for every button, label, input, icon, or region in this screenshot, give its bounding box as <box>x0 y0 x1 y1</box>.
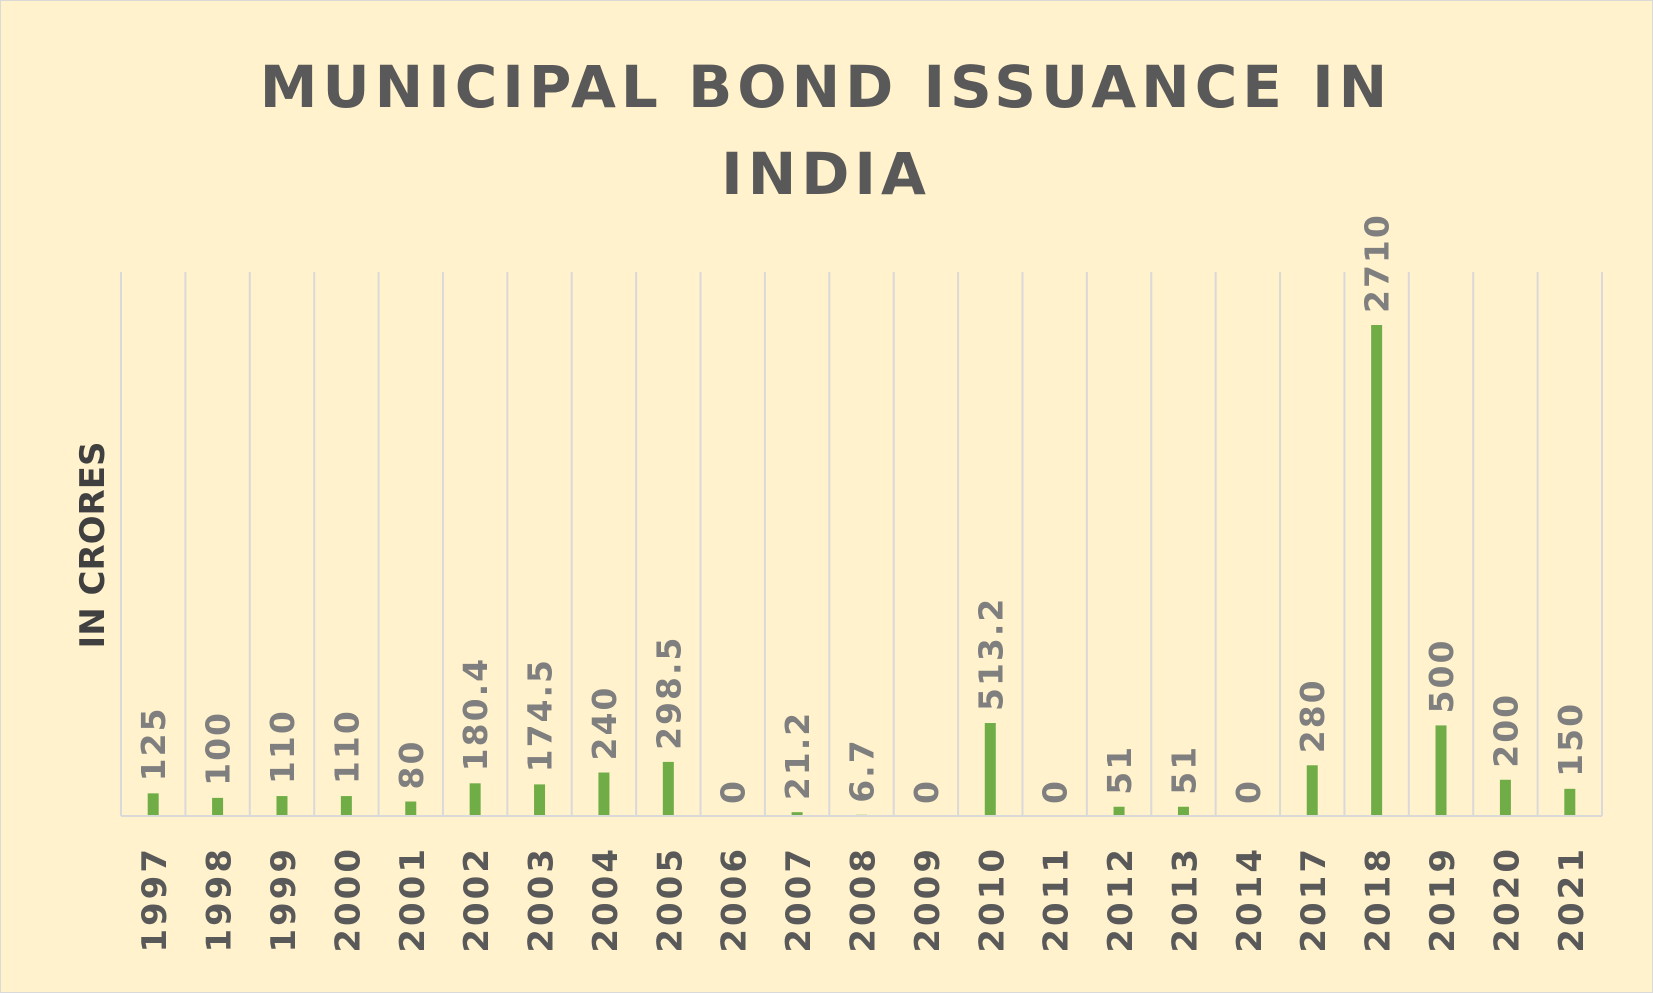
bar-2013 <box>1177 806 1189 816</box>
data-label-2007: 21.2 <box>778 711 817 800</box>
data-label-2020: 200 <box>1486 693 1525 768</box>
x-tick-label-2020: 2020 <box>1487 846 1527 953</box>
x-tick-label-2005: 2005 <box>650 846 690 953</box>
bar-2010 <box>984 723 996 816</box>
x-tick-label-2007: 2007 <box>779 846 819 953</box>
x-tick-label-2019: 2019 <box>1423 846 1463 953</box>
chart-title-line-2: INDIA <box>721 140 931 208</box>
data-labels: 125 100 110 110 80 180.4 174.5 240 298.5 0 21.2 6.7… <box>134 213 1590 804</box>
bar-2004 <box>598 772 610 816</box>
x-tick-label-2013: 2013 <box>1165 846 1205 953</box>
y-axis-title: IN CRORES <box>73 442 113 649</box>
x-tick-label-2018: 2018 <box>1359 846 1399 953</box>
x-tick-label-2010: 2010 <box>972 846 1012 953</box>
data-label-2017: 280 <box>1293 678 1332 753</box>
data-label-2001: 80 <box>392 740 431 790</box>
data-label-2009: 0 <box>907 779 946 804</box>
bar-2005 <box>662 761 674 816</box>
bar-1998 <box>212 797 224 816</box>
bar-2020 <box>1499 779 1511 816</box>
x-tick-label-2021: 2021 <box>1552 846 1592 953</box>
x-axis-ticks: 1997 1998 1999 2000 2001 2002 2003 2004 2005 2006… <box>135 846 1592 953</box>
data-label-2019: 500 <box>1422 639 1461 714</box>
data-label-2000: 110 <box>327 709 366 784</box>
data-label-2018: 2710 <box>1358 213 1397 313</box>
x-tick-label-1997: 1997 <box>135 846 175 953</box>
data-label-2006: 0 <box>714 779 753 804</box>
data-label-1997: 125 <box>134 706 173 781</box>
data-label-2021: 150 <box>1551 702 1590 777</box>
data-label-2002: 180.4 <box>456 657 495 771</box>
x-tick-label-1999: 1999 <box>264 846 304 953</box>
data-label-2010: 513.2 <box>971 597 1010 711</box>
data-label-2013: 51 <box>1164 745 1203 795</box>
bar-2000 <box>340 796 352 816</box>
x-tick-label-2014: 2014 <box>1230 846 1270 953</box>
data-label-2011: 0 <box>1036 779 1075 804</box>
x-tick-label-2017: 2017 <box>1294 846 1334 953</box>
x-tick-label-2012: 2012 <box>1101 846 1141 953</box>
x-tick-label-2000: 2000 <box>328 846 368 953</box>
data-label-2005: 298.5 <box>649 636 688 750</box>
x-tick-label-2009: 2009 <box>908 846 948 953</box>
bar-2012 <box>1113 806 1125 816</box>
x-tick-label-2003: 2003 <box>522 846 562 953</box>
bar-2001 <box>405 801 417 816</box>
bar-2021 <box>1564 788 1576 816</box>
data-label-2014: 0 <box>1229 779 1268 804</box>
data-label-2003: 174.5 <box>521 658 560 772</box>
x-tick-label-2004: 2004 <box>586 846 626 953</box>
gridlines <box>120 272 1603 816</box>
data-label-2012: 51 <box>1100 745 1139 795</box>
x-tick-label-2011: 2011 <box>1037 846 1077 953</box>
x-tick-label-2006: 2006 <box>715 846 755 953</box>
x-tick-label-1998: 1998 <box>200 846 240 953</box>
bar-1999 <box>276 796 288 816</box>
bars <box>147 325 1576 816</box>
bar-2019 <box>1435 725 1447 816</box>
x-tick-label-2001: 2001 <box>393 846 433 953</box>
bar-2017 <box>1306 765 1318 816</box>
chart-title-line-1: MUNICIPAL BOND ISSUANCE IN <box>260 53 1392 121</box>
data-label-1999: 110 <box>263 709 302 784</box>
data-label-1998: 100 <box>199 711 238 786</box>
data-label-2004: 240 <box>585 686 624 761</box>
x-tick-label-2008: 2008 <box>844 846 884 953</box>
x-tick-label-2002: 2002 <box>457 846 497 953</box>
data-label-2008: 6.7 <box>843 738 882 802</box>
bar-2002 <box>469 783 481 816</box>
bar-2003 <box>534 784 546 816</box>
bar-1997 <box>147 793 159 816</box>
bar-2018 <box>1371 325 1383 816</box>
bar-2007 <box>791 812 803 816</box>
